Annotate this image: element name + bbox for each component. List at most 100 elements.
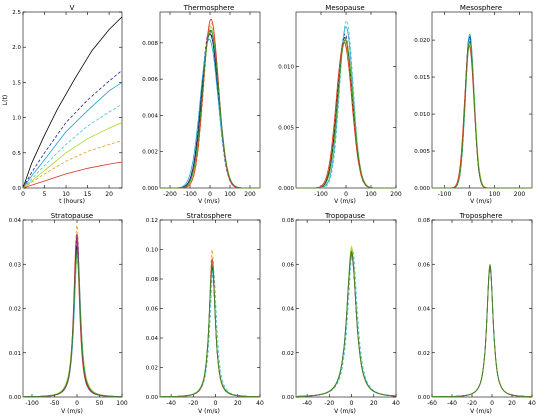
x-tick-label: 0 — [208, 191, 212, 198]
series-line-7 — [432, 45, 532, 189]
y-tick-label: 0.020 — [414, 38, 430, 44]
panel-title: Stratopause — [51, 212, 94, 220]
y-tick-label: 0.010 — [278, 65, 294, 71]
x-tick-label: 0 — [214, 400, 218, 407]
y-tick-label: 0.08 — [282, 218, 295, 224]
series-line-8 — [432, 40, 532, 189]
panel-title: Tropopause — [324, 212, 365, 220]
panel-title: Mesosphere — [460, 4, 502, 12]
axes-frame — [159, 11, 261, 189]
series-line-8 — [160, 265, 260, 398]
series-line-5 — [160, 25, 260, 189]
x-tick-label: 0 — [468, 191, 472, 198]
panel-2: -200 -100 0 100 200 0.000 0.002 0.004 0.006 0.008 — [142, 11, 261, 198]
y-tick-label: 1.5 — [12, 80, 21, 86]
y-tick-label: 0.12 — [146, 218, 158, 224]
x-tick-label: 200 — [244, 191, 256, 198]
x-tick-label: 15 — [84, 191, 92, 198]
x-tick-label: 5 — [43, 191, 47, 198]
series-line-4 — [22, 103, 123, 189]
x-tick-label: -100 — [183, 191, 197, 198]
y-tick-label: 0.02 — [146, 366, 158, 372]
y-tick-label: 0.03 — [9, 262, 22, 268]
panel-6: -40 -20 0 20 40 0.00 0.02 0.04 0.06 0.08 0.10 0.12 — [146, 218, 264, 407]
x-axis-label: V (m/s) — [198, 198, 220, 205]
x-axis-label: t (hours) — [59, 198, 85, 205]
series-line-1 — [160, 33, 260, 189]
x-tick-label: 20 — [370, 400, 378, 407]
panel-8: -60 -40 -20 0 20 40 0.00 0.02 0.04 0.06 0.08 — [418, 218, 536, 407]
series-line-3 — [160, 38, 260, 189]
axes-frame — [431, 11, 533, 189]
x-tick-label: 100 — [116, 400, 128, 407]
x-tick-label: 40 — [528, 400, 536, 407]
y-tick-label: 0.000 — [414, 186, 430, 192]
y-tick-label: 0.008 — [142, 41, 158, 47]
y-tick-label: 0.08 — [146, 277, 159, 283]
y-tick-label: 0.00 — [9, 395, 22, 401]
series-line-1 — [22, 16, 123, 189]
y-tick-label: 0.00 — [146, 395, 159, 401]
y-tick-label: 0.06 — [282, 262, 295, 268]
panel-1: 0 5 10 15 20 0.0 0.5 1.0 1.5 2.0 2.5 — [12, 10, 123, 198]
x-tick-label: -40 — [447, 400, 457, 407]
series-line-5 — [432, 42, 532, 189]
x-tick-label: 200 — [514, 191, 526, 198]
x-tick-label: 0 — [344, 191, 348, 198]
series-line-6 — [22, 140, 123, 189]
y-tick-label: 0.04 — [282, 307, 295, 313]
series-line-7 — [296, 41, 396, 189]
y-tick-label: 0.04 — [146, 336, 159, 342]
series-line-8 — [23, 233, 122, 398]
x-tick-label: -100 — [438, 191, 452, 198]
series-line-3 — [432, 33, 532, 189]
x-tick-label: -20 — [324, 400, 334, 407]
x-tick-label: 100 — [365, 191, 377, 198]
series-line-6 — [296, 40, 396, 189]
y-tick-label: 0.06 — [418, 262, 431, 268]
y-tick-label: 0.00 — [282, 395, 295, 401]
series-line-7 — [160, 18, 260, 189]
y-tick-label: 0.02 — [418, 351, 430, 357]
series-line-2 — [23, 241, 122, 398]
panel-5: -100 -50 0 50 100 0.00 0.01 0.02 0.03 0.04 — [9, 218, 128, 407]
y-tick-label: 1.0 — [12, 116, 21, 122]
y-tick-label: 0.0 — [12, 186, 21, 192]
axes-frame — [295, 11, 397, 189]
x-tick-label: 20 — [105, 191, 113, 198]
y-tick-label: 0.02 — [9, 307, 21, 313]
series-line-4 — [160, 28, 260, 189]
x-tick-label: 20 — [234, 400, 242, 407]
x-tick-label: 100 — [489, 191, 501, 198]
series-line-2 — [160, 264, 260, 398]
series-line-7 — [22, 161, 123, 189]
y-tick-label: 0.004 — [142, 113, 158, 119]
x-tick-label: 10 — [62, 191, 70, 198]
series-line-2 — [432, 38, 532, 189]
axes-frame — [22, 11, 123, 189]
x-tick-label: -40 — [302, 400, 312, 407]
panel-title: Troposphere — [459, 212, 503, 220]
x-axis-label: V (m/s) — [61, 408, 83, 415]
y-tick-label: 0.005 — [414, 149, 430, 155]
panel-title: Mesopause — [325, 4, 364, 12]
axes-frame — [22, 219, 123, 398]
panel-title: Stratosphere — [186, 212, 231, 220]
series-line-5 — [296, 38, 396, 189]
x-axis-label: V (m/s) — [470, 408, 492, 415]
series-line-2 — [22, 70, 123, 189]
axes-frame — [295, 219, 397, 398]
x-tick-label: -60 — [427, 400, 437, 407]
y-axis-label: L(t) — [2, 95, 9, 105]
y-tick-label: 0.01 — [9, 351, 21, 357]
plot-layer: 0 5 10 15 200.00.51.01.52.02.5-200 -100 0 100 20… — [9, 10, 536, 407]
series-line-5 — [22, 122, 123, 189]
x-axis-label: V (m/s) — [198, 408, 220, 415]
x-tick-label: 0 — [490, 400, 494, 407]
series-line-3 — [296, 25, 396, 189]
panel-title: Thermosphere — [183, 4, 235, 12]
x-axis-label: V (m/s) — [334, 408, 356, 415]
y-tick-label: 0.5 — [12, 151, 21, 157]
axes-frame — [431, 219, 533, 398]
series-line-1 — [296, 36, 396, 189]
